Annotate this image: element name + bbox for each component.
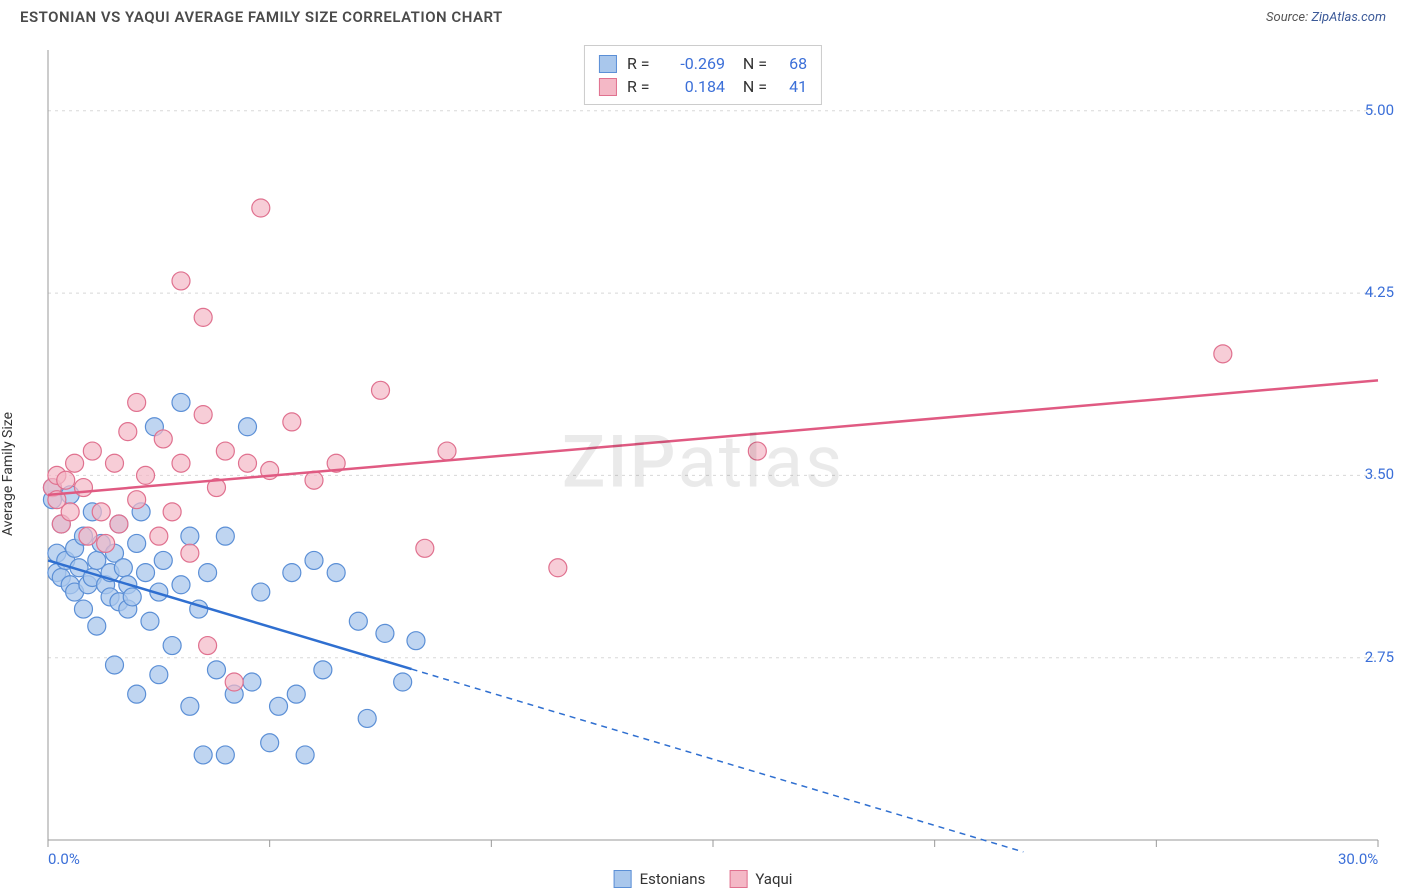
- source-attribution: Source: ZipAtlas.com: [1266, 10, 1386, 25]
- chart-title: ESTONIAN VS YAQUI AVERAGE FAMILY SIZE CO…: [20, 8, 503, 26]
- y-tick-label: 5.00: [1365, 101, 1394, 119]
- series-swatch: [599, 78, 617, 96]
- series-swatch: [599, 55, 617, 73]
- legend-item: Estonians: [614, 870, 706, 888]
- stats-legend-box: R =-0.269 N =68R =0.184 N =41: [584, 45, 822, 105]
- stats-row: R =0.184 N =41: [599, 75, 807, 98]
- legend-swatch: [729, 870, 747, 888]
- chart-area: Average Family Size ZIPatlas R =-0.269 N…: [0, 40, 1406, 892]
- stats-row: R =-0.269 N =68: [599, 52, 807, 75]
- legend-swatch: [614, 870, 632, 888]
- x-tick-label: 30.0%: [1338, 850, 1378, 868]
- source-link[interactable]: ZipAtlas.com: [1311, 10, 1386, 25]
- series-legend: Estonians Yaqui: [614, 870, 793, 888]
- y-tick-label: 3.50: [1365, 465, 1394, 483]
- y-tick-label: 4.25: [1365, 283, 1394, 301]
- scatter-plot-svg: [0, 40, 1406, 870]
- x-tick-label: 0.0%: [48, 850, 80, 868]
- legend-item: Yaqui: [729, 870, 792, 888]
- y-tick-label: 2.75: [1365, 648, 1394, 666]
- y-axis-label: Average Family Size: [0, 412, 16, 536]
